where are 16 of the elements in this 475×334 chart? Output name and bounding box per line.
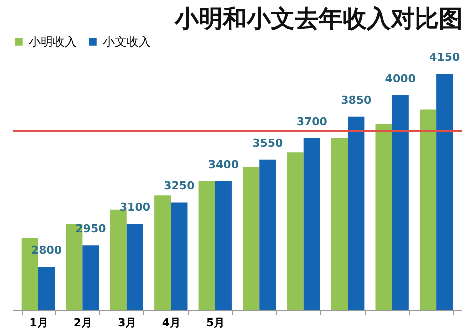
data-label: 4000 (385, 72, 416, 86)
x-tick-label: 3月 (118, 316, 137, 330)
legend-label: 小明收入 (29, 35, 77, 49)
x-tick-label: 4月 (162, 316, 181, 330)
data-label: 3250 (164, 180, 196, 193)
data-label: 3400 (208, 158, 240, 172)
x-tick-label: 2月 (74, 316, 92, 330)
data-label: 4150 (430, 51, 461, 64)
data-label: 3100 (120, 201, 151, 214)
data-label: 3700 (296, 115, 328, 128)
x-tick-label: 1月 (30, 316, 48, 330)
data-label: 3850 (341, 94, 372, 107)
legend-label: 小文收入 (103, 35, 151, 49)
data-label: 3550 (252, 136, 284, 150)
x-tick-label: 5月 (206, 316, 226, 330)
chart-title: 小明和小文去年收入对比图 (174, 5, 463, 33)
